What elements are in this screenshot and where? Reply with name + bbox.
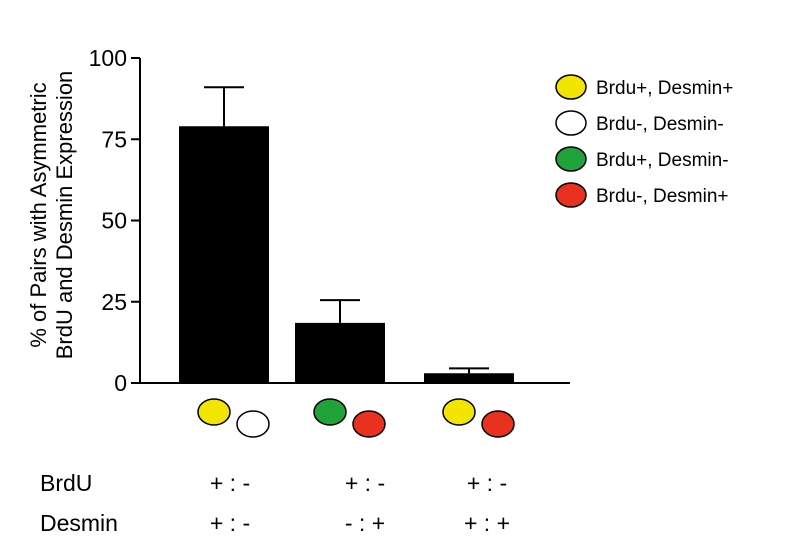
y-tick-label: 25 [101,289,127,315]
y-tick-label: 75 [101,126,127,152]
y-axis-label-line: % of Pairs with Asymmetric [26,82,51,347]
table-row-label: BrdU [40,470,92,496]
marker-cell [236,410,270,438]
legend-label: Brdu-, Desmin- [596,114,724,135]
legend-swatch [555,146,587,172]
y-tick-label: 100 [89,45,127,71]
table-cell: - : + [345,510,385,536]
table-cell: + : - [210,510,250,536]
table-cell: + : - [210,470,250,496]
marker-cell [197,398,231,426]
bar-markers [197,398,515,438]
bar [295,322,385,383]
combination-table: BrdU + : - + : - + : - Desmin + : - - : + + : + [40,470,510,536]
table-cell: + : - [467,470,507,496]
y-tick-label: 0 [114,370,127,396]
marker-cell [481,410,515,438]
table-row-label: Desmin [40,510,118,536]
bar [424,373,514,383]
legend-swatch [555,110,587,136]
legend-label: Brdu-, Desmin+ [596,186,729,207]
marker-cell [352,410,386,438]
y-tick-label: 50 [101,208,127,234]
marker-cell [313,398,347,426]
y-axis-label: % of Pairs with Asymmetric BrdU and Desmi… [26,71,77,360]
legend-swatch [555,182,587,208]
legend-swatch [555,74,587,100]
bars [179,86,514,383]
table-cell: + : + [464,510,510,536]
marker-cell [442,398,476,426]
legend: Brdu+, Desmin+ Brdu-, Desmin- Brdu+, Desmi… [555,74,733,208]
table-cell: + : - [345,470,385,496]
legend-label: Brdu+, Desmin- [596,150,729,171]
y-axis-label-line: BrdU and Desmin Expression [52,71,77,360]
legend-label: Brdu+, Desmin+ [596,78,733,99]
bar [179,126,269,383]
